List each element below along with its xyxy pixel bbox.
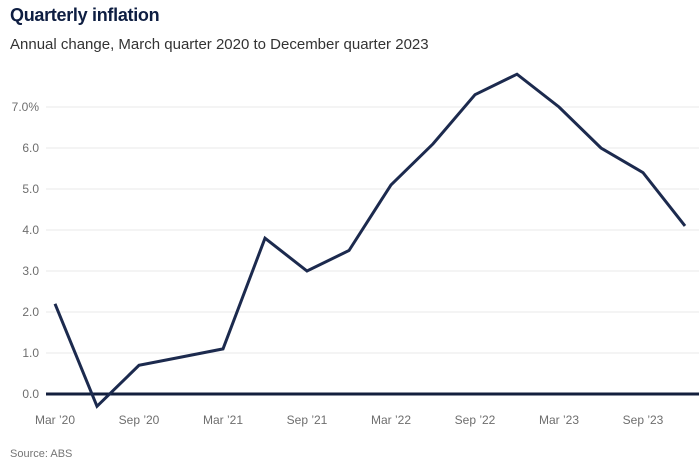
x-axis-tick-label: Mar ’20 <box>35 413 75 427</box>
y-axis-tick-label: 6.0 <box>22 141 39 155</box>
chart-title: Quarterly inflation <box>10 5 160 25</box>
y-axis-tick-label: 5.0 <box>22 182 39 196</box>
x-axis-tick-label: Mar ’21 <box>203 413 243 427</box>
inflation-line <box>53 72 687 409</box>
chart-subtitle: Annual change, March quarter 2020 to Dec… <box>10 36 429 53</box>
y-axis-tick-label: 7.0% <box>12 100 40 114</box>
y-axis-tick-label: 0.0 <box>22 387 39 401</box>
y-axis-tick-label: 1.0 <box>22 346 39 360</box>
y-axis-tick-label: 3.0 <box>22 264 39 278</box>
x-axis-tick-label: Sep ’20 <box>119 413 160 427</box>
y-axis-tick-label: 2.0 <box>22 305 39 319</box>
x-axis-tick-label: Mar ’22 <box>371 413 411 427</box>
x-axis-tick-label: Mar ’23 <box>539 413 579 427</box>
y-axis-tick-label: 4.0 <box>22 223 39 237</box>
x-axis-tick-label: Sep ’21 <box>287 413 328 427</box>
inflation-line-chart: 0.0 1.0 2.0 3.0 4.0 5.0 6.0 7.0% Mar ’20 Sep ’20 M… <box>12 72 699 427</box>
source-label: Source: ABS <box>10 448 73 460</box>
x-axis-tick-label: Sep ’22 <box>455 413 496 427</box>
x-axis-tick-label: Sep ’23 <box>623 413 664 427</box>
